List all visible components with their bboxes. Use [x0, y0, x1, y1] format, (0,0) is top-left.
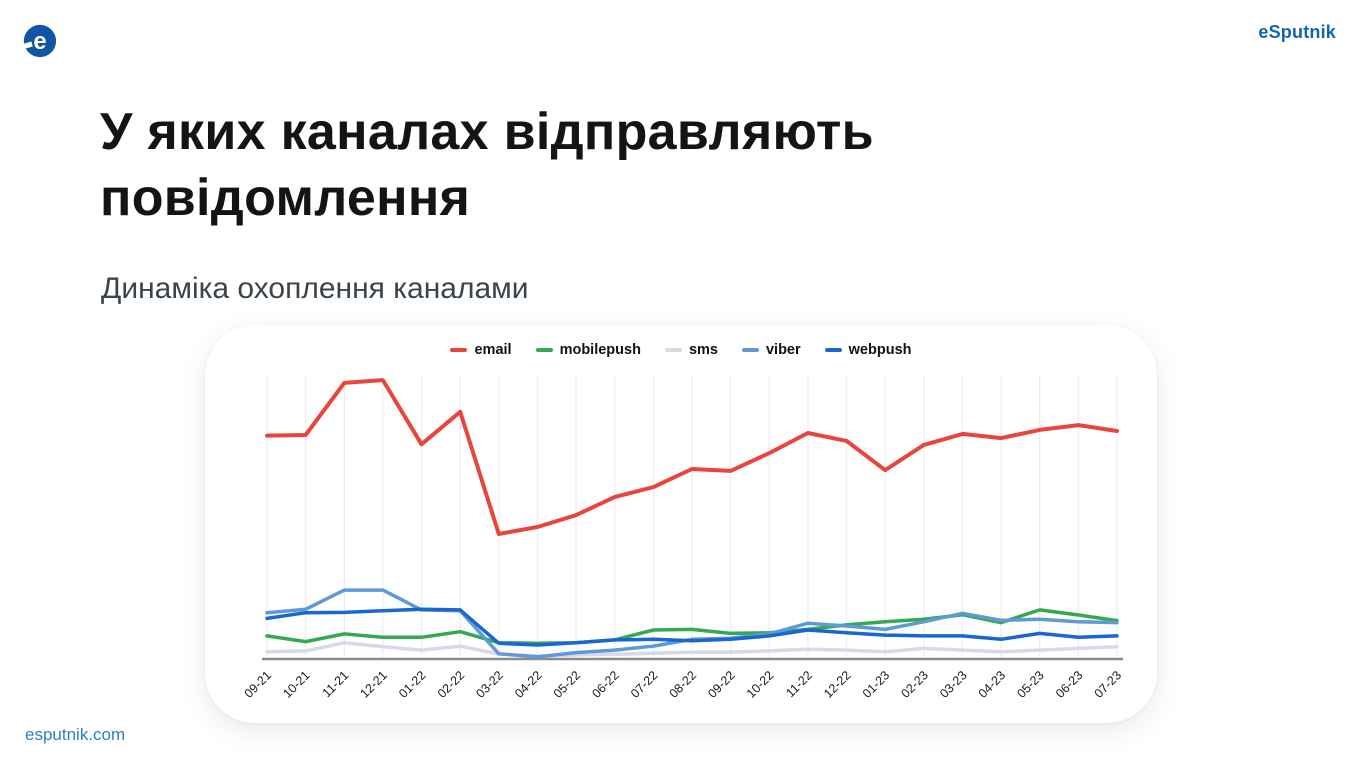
legend-item-viber[interactable]: viber — [741, 342, 801, 358]
legend-label: mobilepush — [559, 342, 641, 358]
x-axis-label: 07-22 — [628, 668, 661, 701]
line-chart: 09-21 10-21 11-21 12-21 01-22 02-22 03-22 04-22… — [242, 375, 1125, 701]
legend-label: webpush — [848, 342, 912, 358]
legend-item-email[interactable]: email — [450, 342, 512, 358]
legend-label: email — [474, 342, 512, 358]
legend-label: sms — [688, 342, 718, 358]
x-axis-label: 03-22 — [473, 668, 506, 701]
x-axis-label: 10-22 — [744, 668, 777, 701]
page-title: У яких каналах відправляють повідомлення — [100, 103, 874, 227]
viber-swatch-icon — [741, 348, 759, 352]
x-axis-label: 02-23 — [898, 668, 931, 701]
x-axis-label: 12-22 — [821, 668, 854, 701]
x-axis-label: 05-23 — [1014, 668, 1047, 701]
x-axis-label: 01-22 — [396, 668, 429, 701]
x-axis-label: 04-23 — [976, 668, 1009, 701]
chart-legend: email mobilepush sms viber webpush — [205, 342, 1157, 358]
series-line-sms — [265, 640, 1119, 658]
webpush-swatch-icon — [824, 348, 842, 352]
page-subtitle: Динаміка охоплення каналами — [101, 272, 529, 305]
x-axis-label: 06-23 — [1053, 668, 1086, 701]
x-axis-label: 03-23 — [937, 668, 970, 701]
legend-item-webpush[interactable]: webpush — [824, 342, 912, 358]
x-axis-label: 06-22 — [589, 668, 622, 701]
legend-item-mobilepush[interactable]: mobilepush — [535, 342, 641, 358]
svg-text:e: e — [33, 28, 46, 55]
series-line-webpush — [265, 607, 1119, 647]
chart-card: email mobilepush sms viber webpush 09-21 10-2… — [205, 325, 1157, 723]
brand-wordmark: eSputnik — [1258, 22, 1336, 42]
x-axis-label: 11-21 — [320, 668, 352, 700]
x-axis-label: 09-21 — [242, 668, 275, 701]
email-swatch-icon — [450, 348, 468, 352]
legend-label: viber — [765, 342, 801, 358]
x-axis-label: 05-22 — [551, 668, 584, 701]
mobilepush-swatch-icon — [535, 348, 553, 352]
x-axis-label: 07-23 — [1092, 668, 1125, 701]
legend-item-sms[interactable]: sms — [664, 342, 718, 358]
x-axis-label: 04-22 — [512, 668, 545, 701]
esputnik-logo-icon: e — [17, 22, 58, 60]
sms-swatch-icon — [664, 348, 682, 352]
x-axis-label: 10-21 — [280, 668, 313, 701]
x-axis-label: 11-22 — [783, 668, 815, 700]
series-line-email — [265, 378, 1119, 536]
x-axis-label: 02-22 — [435, 668, 468, 701]
x-axis-label: 08-22 — [667, 668, 700, 701]
x-axis-label: 12-21 — [358, 668, 391, 701]
footer-link[interactable]: esputnik.com — [25, 725, 126, 744]
x-axis-label: 01-23 — [860, 668, 893, 701]
x-axis-label: 09-22 — [705, 668, 738, 701]
